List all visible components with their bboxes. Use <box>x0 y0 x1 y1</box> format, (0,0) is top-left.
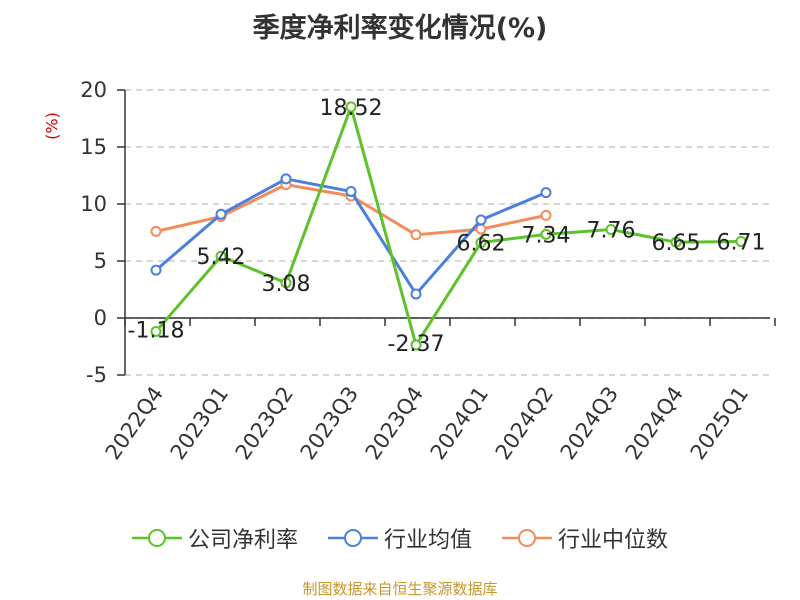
data-point <box>150 225 162 237</box>
data-point <box>670 236 682 248</box>
data-label: 6.71 <box>717 231 766 256</box>
data-label: -2.37 <box>388 332 445 357</box>
legend-label: 行业均值 <box>383 528 472 553</box>
data-point <box>280 173 292 185</box>
data-point <box>475 237 487 249</box>
data-point <box>150 264 162 276</box>
data-point <box>540 209 552 221</box>
y-tick-label: 20 <box>80 78 107 102</box>
data-point <box>735 236 747 248</box>
data-point <box>150 325 162 337</box>
data-label: 3.08 <box>262 272 311 297</box>
series-line <box>154 105 742 347</box>
data-label: 6.62 <box>457 232 506 257</box>
data-point <box>345 185 357 197</box>
data-point <box>410 339 422 351</box>
data-point <box>605 224 617 236</box>
data-label: -1.18 <box>128 318 185 343</box>
data-point <box>280 277 292 289</box>
data-point <box>410 229 422 241</box>
source-note: 制图数据来自恒生聚源数据库 <box>302 580 498 598</box>
data-label: 18.52 <box>320 96 383 121</box>
data-point <box>540 228 552 240</box>
x-tick-label: 2023Q1 <box>166 382 233 464</box>
x-tick-label: 2023Q2 <box>231 382 298 464</box>
x-tick-label: 2023Q3 <box>296 382 363 464</box>
data-point <box>215 250 227 262</box>
x-tick-label: 2024Q2 <box>491 382 558 464</box>
data-point <box>215 208 227 220</box>
x-tick-label: 2025Q1 <box>686 382 753 464</box>
chart-title: 季度净利率变化情况(%) <box>252 13 548 44</box>
x-tick-label: 2023Q4 <box>361 382 428 464</box>
data-label: 7.34 <box>522 223 571 248</box>
legend-item[interactable]: 公司净利率 <box>131 522 298 554</box>
chart-plot: -5 0 5 10 15 20 2022Q42023Q12023Q22023Q32023Q4… <box>80 78 776 464</box>
legend-item[interactable]: 行业中位数 <box>502 522 668 554</box>
data-point <box>475 214 487 226</box>
legend-label: 行业中位数 <box>558 528 669 553</box>
legend-swatch <box>502 529 552 547</box>
y-tick-label: 5 <box>94 249 107 273</box>
data-point <box>345 101 357 113</box>
legend-label: 公司净利率 <box>187 528 298 553</box>
x-tick-label: 2022Q4 <box>101 382 168 464</box>
legend-item[interactable]: 行业均值 <box>327 522 472 554</box>
data-point <box>540 187 552 199</box>
x-tick-label: 2024Q4 <box>621 382 688 464</box>
data-point <box>410 288 422 300</box>
data-label: 5.42 <box>197 245 246 270</box>
legend-swatch <box>131 529 182 547</box>
legend: 公司净利率 行业均值 行业中位数 <box>0 520 800 556</box>
data-label: 7.76 <box>587 219 636 244</box>
x-tick-label: 2024Q1 <box>426 382 493 464</box>
y-tick-label: 15 <box>80 135 107 159</box>
y-tick-label: -5 <box>86 363 107 387</box>
legend-swatch <box>327 529 378 547</box>
x-tick-label: 2024Q3 <box>556 382 623 464</box>
y-tick-label: 0 <box>94 306 107 330</box>
data-label: 6.65 <box>652 231 701 256</box>
y-tick-label: 10 <box>80 192 107 216</box>
